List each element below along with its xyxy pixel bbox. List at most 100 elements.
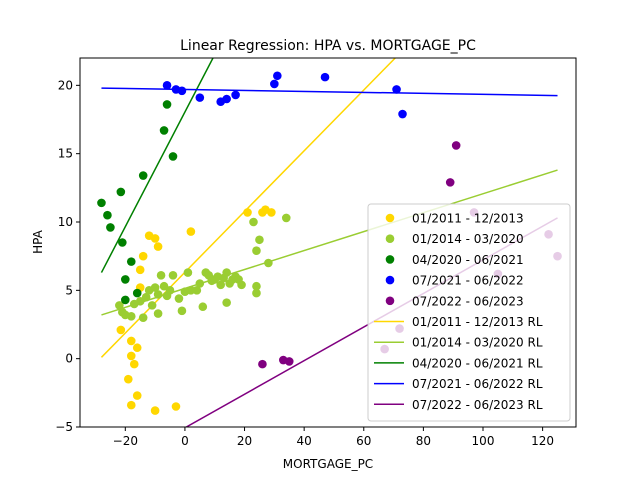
scatter-point — [222, 94, 231, 104]
legend-label: 01/2014 - 03/2020 RL — [412, 336, 543, 350]
scatter-point — [135, 265, 145, 275]
x-tick-label: 60 — [356, 434, 371, 448]
scatter-point — [150, 234, 160, 243]
scatter-point — [132, 288, 142, 298]
x-tick-label: −20 — [113, 434, 138, 448]
scatter-point — [126, 400, 136, 410]
scatter-point — [195, 93, 205, 102]
scatter-point — [258, 359, 267, 369]
x-axis-label: MORTGAGE_PC — [283, 457, 373, 471]
scatter-point — [273, 71, 282, 81]
scatter-point — [138, 313, 148, 322]
scatter-point — [162, 81, 172, 90]
scatter-point — [153, 290, 163, 299]
legend-label: 01/2011 - 12/2013 RL — [412, 315, 543, 329]
x-tick-label: 20 — [237, 434, 252, 448]
scatter-point — [252, 246, 261, 255]
scatter-point — [106, 223, 115, 232]
scatter-point — [177, 86, 187, 96]
scatter-point — [126, 336, 136, 346]
legend-label: 04/2020 - 06/2021 — [412, 253, 524, 267]
legend-label: 07/2021 - 06/2022 RL — [412, 377, 543, 391]
scatter-point — [198, 302, 208, 312]
scatter-point — [222, 268, 231, 277]
scatter-point — [115, 301, 124, 310]
scatter-point — [138, 251, 148, 261]
regression-line — [101, 169, 558, 316]
legend-marker — [385, 275, 395, 285]
legend-label: 01/2014 - 03/2020 — [412, 232, 524, 246]
legend-frame — [367, 203, 571, 422]
legend-label: 07/2021 - 06/2022 — [412, 274, 524, 288]
scatter-point — [121, 275, 130, 284]
y-axis: −5 0 5 10 15 20 — [55, 78, 80, 434]
x-tick-label: 40 — [297, 434, 312, 448]
scatter-point — [147, 301, 157, 310]
legend-marker — [385, 234, 395, 243]
y-tick-label: −5 — [55, 420, 73, 434]
scatter-point — [249, 217, 258, 227]
scatter-point — [284, 357, 294, 366]
scatter-point — [270, 79, 279, 89]
scatter-point — [177, 306, 187, 316]
scatter-point — [132, 343, 142, 353]
y-tick-label: 15 — [58, 147, 73, 161]
scatter-point — [159, 126, 169, 135]
scatter-point — [153, 309, 163, 318]
y-tick-label: 10 — [58, 215, 73, 229]
scatter-point — [162, 100, 172, 109]
scatter-point — [165, 286, 175, 295]
scatter-point — [129, 359, 139, 369]
legend-marker — [385, 213, 395, 223]
scatter-point — [237, 280, 246, 290]
scatter-point — [451, 141, 461, 150]
scatter-point — [141, 292, 151, 302]
x-tick-label: 80 — [416, 434, 431, 448]
scatter-point — [281, 213, 291, 223]
scatter-point — [392, 85, 401, 94]
y-tick-label: 20 — [58, 78, 73, 92]
scatter-point — [252, 281, 261, 291]
scatter-point — [195, 279, 205, 288]
scatter-point — [138, 171, 148, 180]
scatter-point — [243, 208, 252, 217]
legend-label: 07/2022 - 06/2023 RL — [412, 398, 543, 412]
scatter-point — [183, 268, 193, 277]
scatter-point — [123, 374, 133, 384]
legend-label: 07/2022 - 06/2023 — [412, 294, 524, 308]
chart-title: Linear Regression: HPA vs. MORTGAGE_PC — [180, 38, 476, 54]
legend: 01/2011 - 12/2013 01/2014 - 03/2020 04/202… — [367, 203, 571, 422]
scatter-point — [320, 72, 330, 82]
regression-line — [100, 58, 214, 273]
scatter-point — [126, 351, 136, 361]
scatter-point — [156, 271, 166, 280]
scatter-point — [252, 288, 261, 298]
x-tick-label: 0 — [181, 434, 189, 448]
scatter-point — [116, 187, 126, 197]
y-tick-label: 5 — [65, 283, 73, 297]
scatter-point — [97, 198, 106, 208]
x-tick-label: 100 — [472, 434, 495, 448]
regression-line — [100, 58, 397, 358]
scatter-point — [222, 298, 231, 307]
legend-marker — [385, 255, 395, 264]
x-axis: −20 0 20 40 60 80 100 120 — [113, 427, 554, 448]
scatter-point — [150, 283, 160, 292]
legend-label: 04/2020 - 06/2021 RL — [412, 356, 543, 370]
scatter-point — [264, 258, 273, 268]
y-tick-label: 0 — [65, 352, 73, 366]
scatter-point — [186, 227, 196, 236]
scatter-point — [132, 391, 142, 400]
legend-marker — [385, 296, 395, 306]
x-tick-label: 120 — [531, 434, 554, 448]
scatter-point — [150, 406, 160, 415]
scatter-point — [192, 286, 202, 295]
scatter-point — [121, 295, 130, 305]
scatter-point — [168, 152, 178, 161]
scatter-point — [118, 238, 127, 247]
scatter-point — [103, 210, 112, 220]
scatter-point — [231, 90, 240, 100]
legend-label: 01/2011 - 12/2013 — [412, 212, 524, 226]
scatter-point — [267, 208, 276, 217]
